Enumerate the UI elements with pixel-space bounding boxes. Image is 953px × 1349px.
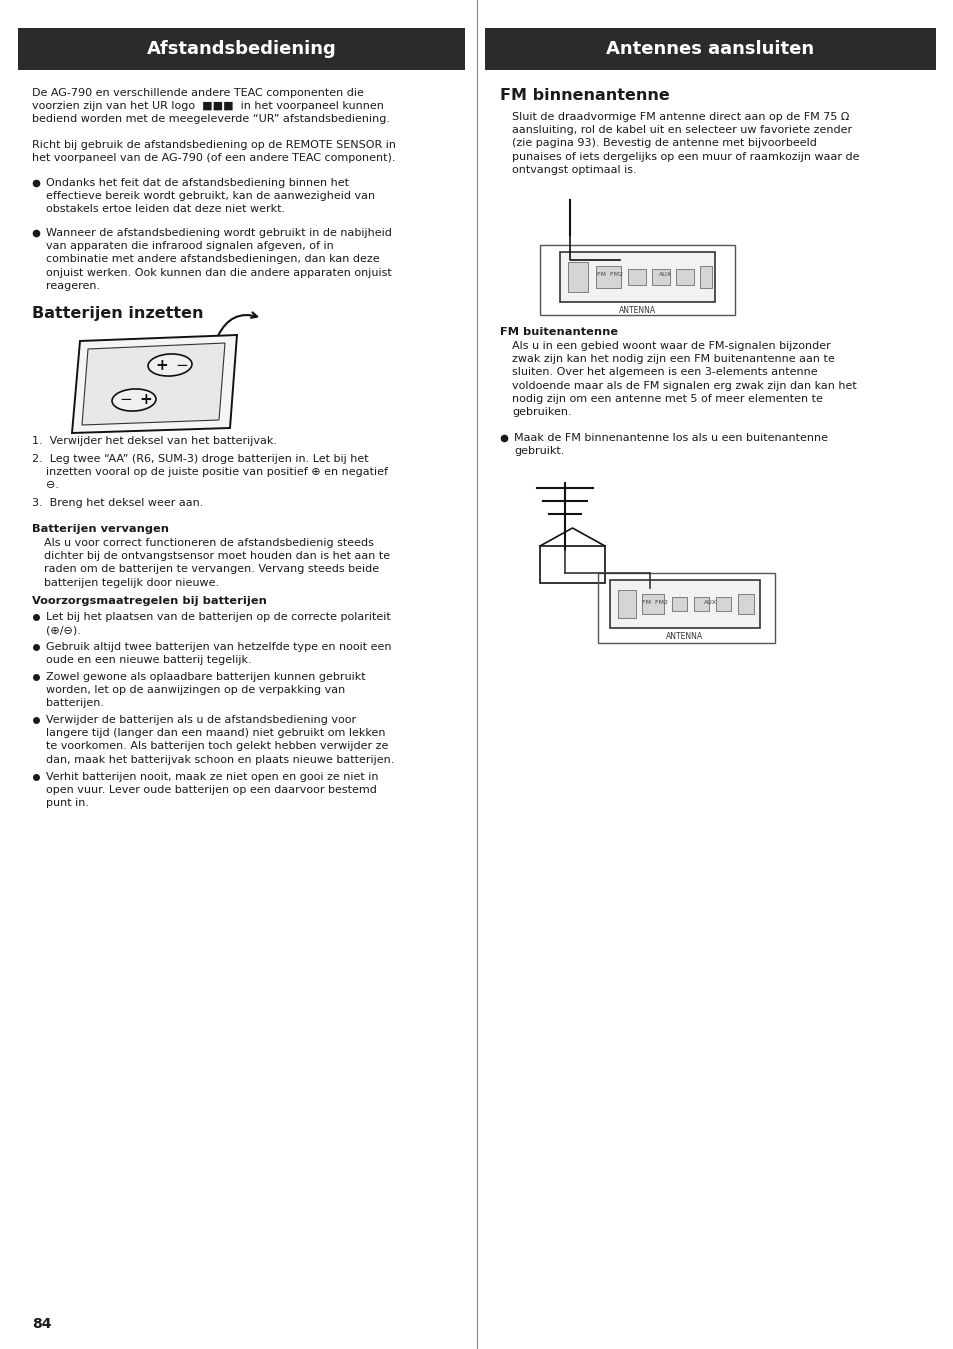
Text: FM  FM2: FM FM2 (641, 599, 667, 604)
FancyBboxPatch shape (567, 262, 587, 291)
FancyBboxPatch shape (700, 266, 711, 287)
Text: FM buitenantenne: FM buitenantenne (499, 326, 618, 337)
Text: Batterijen vervangen: Batterijen vervangen (32, 523, 169, 534)
Ellipse shape (112, 389, 155, 411)
Text: 84: 84 (32, 1317, 51, 1331)
Text: Wanneer de afstandsbediening wordt gebruikt in de nabijheid
van apparaten die in: Wanneer de afstandsbediening wordt gebru… (46, 228, 392, 291)
FancyBboxPatch shape (627, 268, 645, 285)
Text: Let bij het plaatsen van de batterijen op de correcte polariteit
(⊕/⊖).: Let bij het plaatsen van de batterijen o… (46, 612, 391, 635)
FancyBboxPatch shape (18, 28, 464, 70)
Text: Voorzorgsmaatregelen bij batterijen: Voorzorgsmaatregelen bij batterijen (32, 596, 267, 606)
Text: Als u in een gebied woont waar de FM-signalen bijzonder
zwak zijn kan het nodig : Als u in een gebied woont waar de FM-sig… (512, 341, 856, 417)
Text: 3.  Breng het deksel weer aan.: 3. Breng het deksel weer aan. (32, 498, 203, 509)
Text: Batterijen inzetten: Batterijen inzetten (32, 306, 203, 321)
Text: Maak de FM binnenantenne los als u een buitenantenne
gebruikt.: Maak de FM binnenantenne los als u een b… (514, 433, 827, 456)
Text: Als u voor correct functioneren de afstandsbedienig steeds
dichter bij de ontvan: Als u voor correct functioneren de afsta… (44, 538, 390, 588)
Text: ANTENNA: ANTENNA (666, 631, 702, 641)
FancyBboxPatch shape (716, 598, 730, 611)
Text: De AG-790 en verschillende andere TEAC componenten die
voorzien zijn van het UR : De AG-790 en verschillende andere TEAC c… (32, 88, 390, 124)
Ellipse shape (148, 353, 192, 376)
Text: Afstandsbediening: Afstandsbediening (147, 40, 336, 58)
FancyBboxPatch shape (596, 266, 620, 287)
Text: ANTENNA: ANTENNA (618, 306, 656, 316)
Text: Zowel gewone als oplaadbare batterijen kunnen gebruikt
worden, let op de aanwijz: Zowel gewone als oplaadbare batterijen k… (46, 672, 365, 708)
Text: Verwijder de batterijen als u de afstandsbediening voor
langere tijd (langer dan: Verwijder de batterijen als u de afstand… (46, 715, 394, 765)
Polygon shape (82, 343, 225, 425)
FancyBboxPatch shape (676, 268, 693, 285)
Text: Ondanks het feit dat de afstandsbediening binnen het
effectieve bereik wordt geb: Ondanks het feit dat de afstandsbedienin… (46, 178, 375, 214)
Text: 2.  Leg twee “AA” (R6, SUM-3) droge batterijen in. Let bij het
    inzetten voor: 2. Leg twee “AA” (R6, SUM-3) droge batte… (32, 455, 388, 491)
FancyBboxPatch shape (651, 268, 669, 285)
Text: −: − (175, 357, 188, 372)
Text: Sluit de draadvormige FM antenne direct aan op de FM 75 Ω
aansluiting, rol de ka: Sluit de draadvormige FM antenne direct … (512, 112, 859, 175)
FancyBboxPatch shape (671, 598, 686, 611)
Text: AUX: AUX (702, 599, 716, 604)
FancyBboxPatch shape (559, 252, 714, 302)
Text: Richt bij gebruik de afstandsbediening op de REMOTE SENSOR in
het voorpaneel van: Richt bij gebruik de afstandsbediening o… (32, 140, 395, 163)
Text: FM  FM2: FM FM2 (597, 272, 622, 278)
Text: Gebruik altijd twee batterijen van hetzelfde type en nooit een
oude en een nieuw: Gebruik altijd twee batterijen van hetze… (46, 642, 391, 665)
FancyBboxPatch shape (609, 580, 760, 629)
Text: +: + (139, 393, 152, 407)
Polygon shape (71, 335, 236, 433)
FancyBboxPatch shape (641, 594, 663, 614)
Text: −: − (119, 393, 132, 407)
Text: +: + (155, 357, 168, 372)
Text: Verhit batterijen nooit, maak ze niet open en gooi ze niet in
open vuur. Lever o: Verhit batterijen nooit, maak ze niet op… (46, 772, 378, 808)
Text: Antennes aansluiten: Antennes aansluiten (606, 40, 814, 58)
FancyBboxPatch shape (618, 590, 636, 618)
Text: 1.  Verwijder het deksel van het batterijvak.: 1. Verwijder het deksel van het batterij… (32, 436, 276, 447)
FancyBboxPatch shape (693, 598, 708, 611)
Text: FM binnenantenne: FM binnenantenne (499, 88, 669, 103)
FancyBboxPatch shape (484, 28, 935, 70)
FancyBboxPatch shape (738, 594, 753, 614)
Text: AUX: AUX (658, 272, 671, 278)
